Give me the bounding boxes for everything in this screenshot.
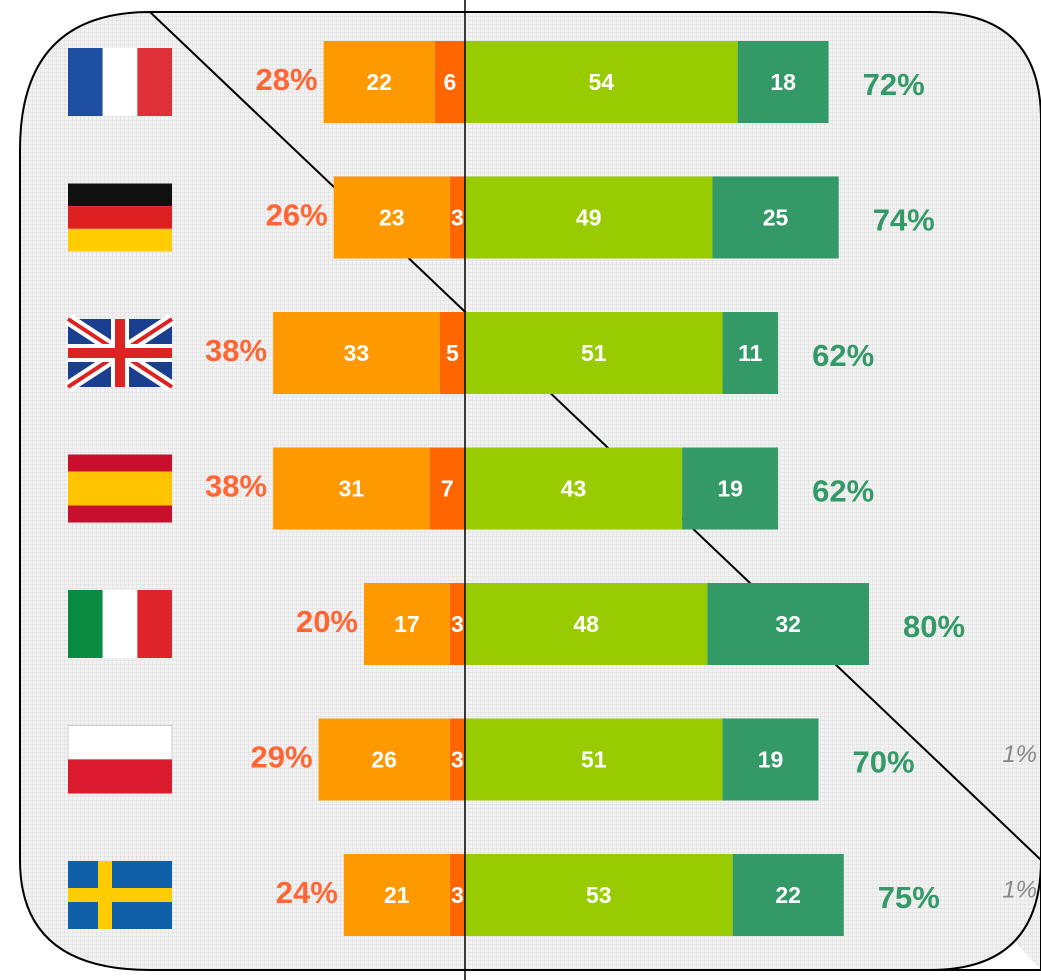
bar-segment xyxy=(465,312,723,394)
left-total: 38% xyxy=(205,469,267,504)
segment-label: 3 xyxy=(451,747,464,773)
bar-segment xyxy=(465,854,733,936)
segment-label: 3 xyxy=(451,611,464,637)
bar-segment xyxy=(449,718,465,801)
right-total: 62% xyxy=(812,338,874,373)
flag-stripe xyxy=(102,590,138,658)
flag-cross xyxy=(68,888,172,902)
flag-stripe xyxy=(68,183,172,207)
left-total: 28% xyxy=(256,62,318,97)
right-total: 74% xyxy=(873,203,935,238)
segment-label: 5 xyxy=(446,340,459,366)
bar-segment xyxy=(333,176,450,259)
segment-label: 51 xyxy=(581,340,607,366)
bar-segment xyxy=(465,176,713,259)
bar-segment xyxy=(682,447,779,530)
flag-stripe xyxy=(68,759,172,794)
segment-label: 33 xyxy=(344,340,370,366)
segment-label: 18 xyxy=(770,69,796,95)
bar-segment xyxy=(429,447,465,530)
flag-stripe xyxy=(102,48,138,116)
right-total: 72% xyxy=(863,67,925,102)
segment-label: 51 xyxy=(581,747,607,773)
segment-label: 19 xyxy=(717,476,743,502)
bar-segment xyxy=(323,41,435,123)
bar-segment xyxy=(465,583,708,665)
bar-segment xyxy=(712,176,839,259)
segment-label: 11 xyxy=(738,340,763,366)
bar-segment xyxy=(273,447,430,530)
segment-label: 31 xyxy=(339,476,365,502)
other-label: 1% xyxy=(1002,876,1037,903)
flags xyxy=(64,48,176,929)
segment-label: 22 xyxy=(366,69,392,95)
right-total: 75% xyxy=(878,880,940,915)
segment-label: 22 xyxy=(775,882,801,908)
segment-label: 21 xyxy=(384,882,410,908)
segment-label: 48 xyxy=(573,611,599,637)
bar-segment xyxy=(434,41,465,123)
bar-segment xyxy=(449,583,465,665)
flag-stripe xyxy=(68,206,172,229)
segment-label: 3 xyxy=(451,882,464,908)
left-total: 38% xyxy=(205,333,267,368)
left-total: 24% xyxy=(276,875,338,910)
bar-segment xyxy=(465,447,683,530)
flag-stripe xyxy=(137,48,172,116)
bar-segment xyxy=(732,854,844,936)
flag-cross xyxy=(68,319,172,387)
segment-label: 6 xyxy=(443,69,456,95)
bar-segment xyxy=(465,718,723,801)
left-total: 29% xyxy=(251,740,313,775)
right-total: 80% xyxy=(903,609,965,644)
segment-label: 53 xyxy=(586,882,612,908)
flag-stripe xyxy=(137,590,172,658)
flag-stripe xyxy=(68,471,172,506)
segment-label: 49 xyxy=(576,205,602,231)
bar-segment xyxy=(449,854,465,936)
flag-stripe xyxy=(67,725,173,760)
flag-stripe xyxy=(68,590,103,658)
segment-label: 32 xyxy=(775,611,801,637)
segment-label: 26 xyxy=(371,747,397,773)
bar-segment xyxy=(465,41,738,123)
bar-segment xyxy=(343,854,450,936)
bar-segment xyxy=(449,176,465,259)
bar-segment xyxy=(722,718,819,801)
segment-label: 17 xyxy=(394,611,420,637)
segment-label: 3 xyxy=(451,205,464,231)
segment-label: 43 xyxy=(561,476,587,502)
bar-segment xyxy=(707,583,869,665)
bar-segment xyxy=(364,583,450,665)
segment-label: 25 xyxy=(763,205,789,231)
bar-segment xyxy=(273,312,440,394)
segment-label: 7 xyxy=(441,476,454,502)
flag-stripe xyxy=(68,48,103,116)
left-total: 26% xyxy=(266,198,328,233)
bar-segment xyxy=(722,312,779,394)
segment-label: 54 xyxy=(589,69,615,95)
bar-segment xyxy=(318,718,450,801)
bar-segment xyxy=(439,312,465,394)
flag-stripe xyxy=(68,228,172,252)
bar-segment xyxy=(737,41,829,123)
segment-label: 23 xyxy=(379,205,405,231)
left-total: 20% xyxy=(296,604,358,639)
segment-label: 19 xyxy=(758,747,784,773)
right-total: 70% xyxy=(853,745,915,780)
other-label: 1% xyxy=(1002,741,1037,768)
right-total: 62% xyxy=(812,474,874,509)
